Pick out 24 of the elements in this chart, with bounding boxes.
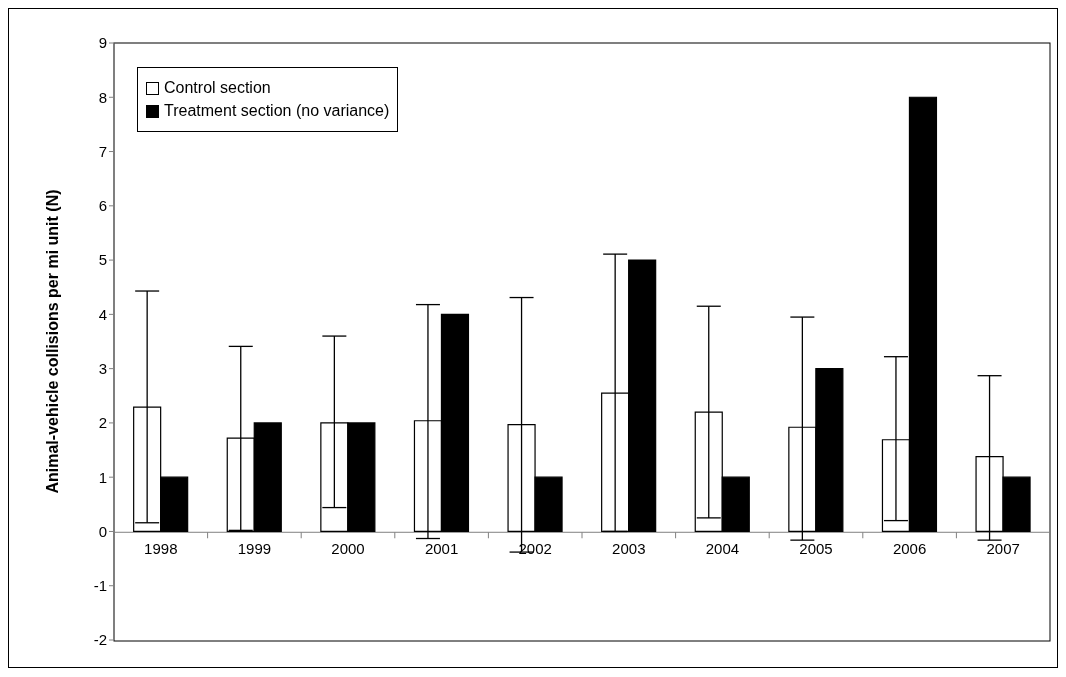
y-tick-label: 7 <box>98 142 107 160</box>
y-tick-label: 1 <box>98 468 107 486</box>
y-tick-label: 4 <box>98 305 107 323</box>
x-tick-label: 2006 <box>892 540 927 558</box>
x-tick-label: 2005 <box>799 540 833 558</box>
y-tick-label: 2 <box>98 414 107 432</box>
y-axis-title: Animal-vehicle collisions per mi unit (N) <box>43 189 61 494</box>
y-tick-label: 6 <box>98 197 107 215</box>
y-tick-label: 9 <box>98 34 107 52</box>
legend-label: Treatment section (no variance) <box>164 102 390 120</box>
y-tick-label: -2 <box>93 631 107 649</box>
x-tick-label: 2004 <box>705 540 740 558</box>
y-tick-label: 5 <box>98 251 107 269</box>
x-tick-label: 1998 <box>144 540 178 558</box>
y-tick-label: 0 <box>98 522 107 540</box>
legend-label: Control section <box>164 79 271 97</box>
y-tick-label: 3 <box>98 359 107 377</box>
y-tick-label: 8 <box>98 88 107 106</box>
x-tick-label: 2000 <box>331 540 365 558</box>
y-tick-label: -1 <box>93 577 107 595</box>
x-tick-label: 2001 <box>424 540 459 558</box>
x-tick-label: 2007 <box>986 540 1020 558</box>
x-tick-label: 1999 <box>237 540 272 558</box>
x-tick-label: 2003 <box>612 540 646 558</box>
